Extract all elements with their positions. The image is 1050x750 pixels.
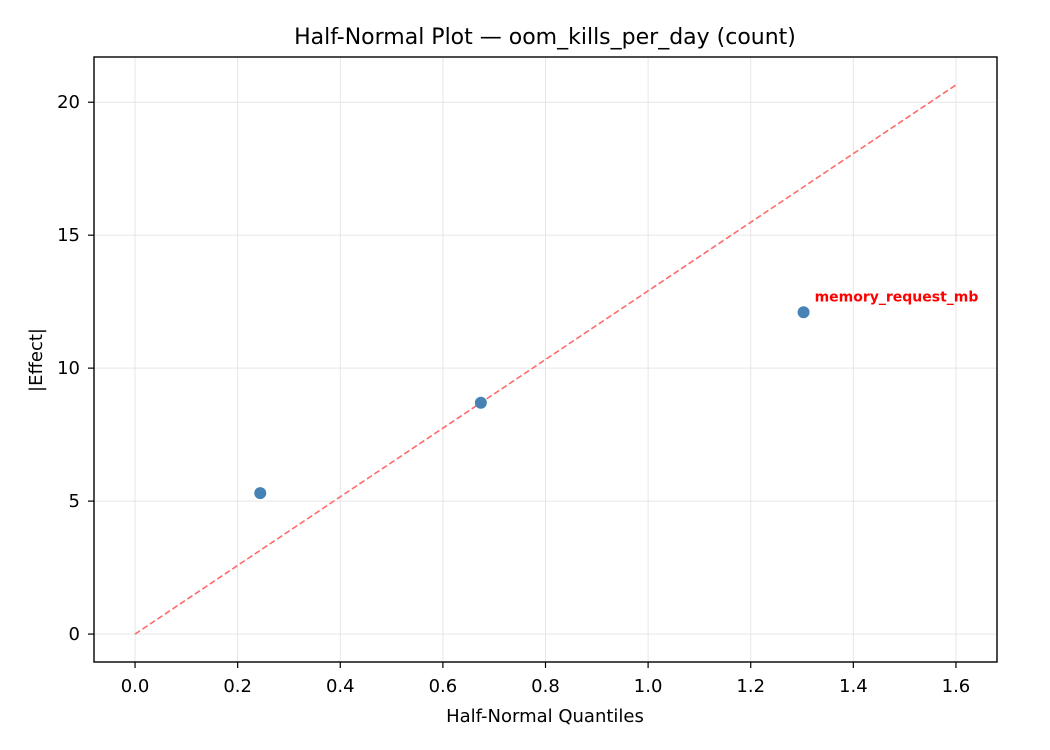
point-annotation: memory_request_mb <box>815 289 979 305</box>
x-axis-ticks: 0.0 0.2 0.4 0.6 0.8 1.0 1.2 1.4 1.6 <box>121 662 971 697</box>
data-point <box>474 396 487 409</box>
y-tick-label: 10 <box>57 358 80 379</box>
reference-line <box>134 82 959 635</box>
x-tick-label: 1.4 <box>839 676 868 697</box>
x-tick-label: 0.0 <box>121 676 150 697</box>
grid-lines <box>94 57 997 662</box>
x-axis-label: Half-Normal Quantiles <box>446 706 644 727</box>
x-tick-label: 1.2 <box>736 676 765 697</box>
x-tick-label: 0.4 <box>326 676 355 697</box>
y-axis-ticks: 0 5 10 15 20 <box>57 92 94 645</box>
x-tick-label: 1.0 <box>634 676 663 697</box>
chart-title: Half-Normal Plot — oom_kills_per_day (co… <box>294 25 796 50</box>
x-tick-label: 1.6 <box>942 676 971 697</box>
data-points: memory_request_mb <box>254 289 979 500</box>
y-tick-label: 0 <box>69 624 80 645</box>
x-tick-label: 0.8 <box>531 676 560 697</box>
y-tick-label: 5 <box>69 491 80 512</box>
data-point <box>254 487 267 500</box>
x-tick-label: 0.6 <box>429 676 458 697</box>
y-tick-label: 20 <box>57 92 80 113</box>
reference-line-layer <box>134 82 959 635</box>
y-axis-label: |Effect| <box>26 328 47 392</box>
x-tick-label: 0.2 <box>223 676 252 697</box>
data-point <box>797 306 810 319</box>
y-tick-label: 15 <box>57 225 80 246</box>
